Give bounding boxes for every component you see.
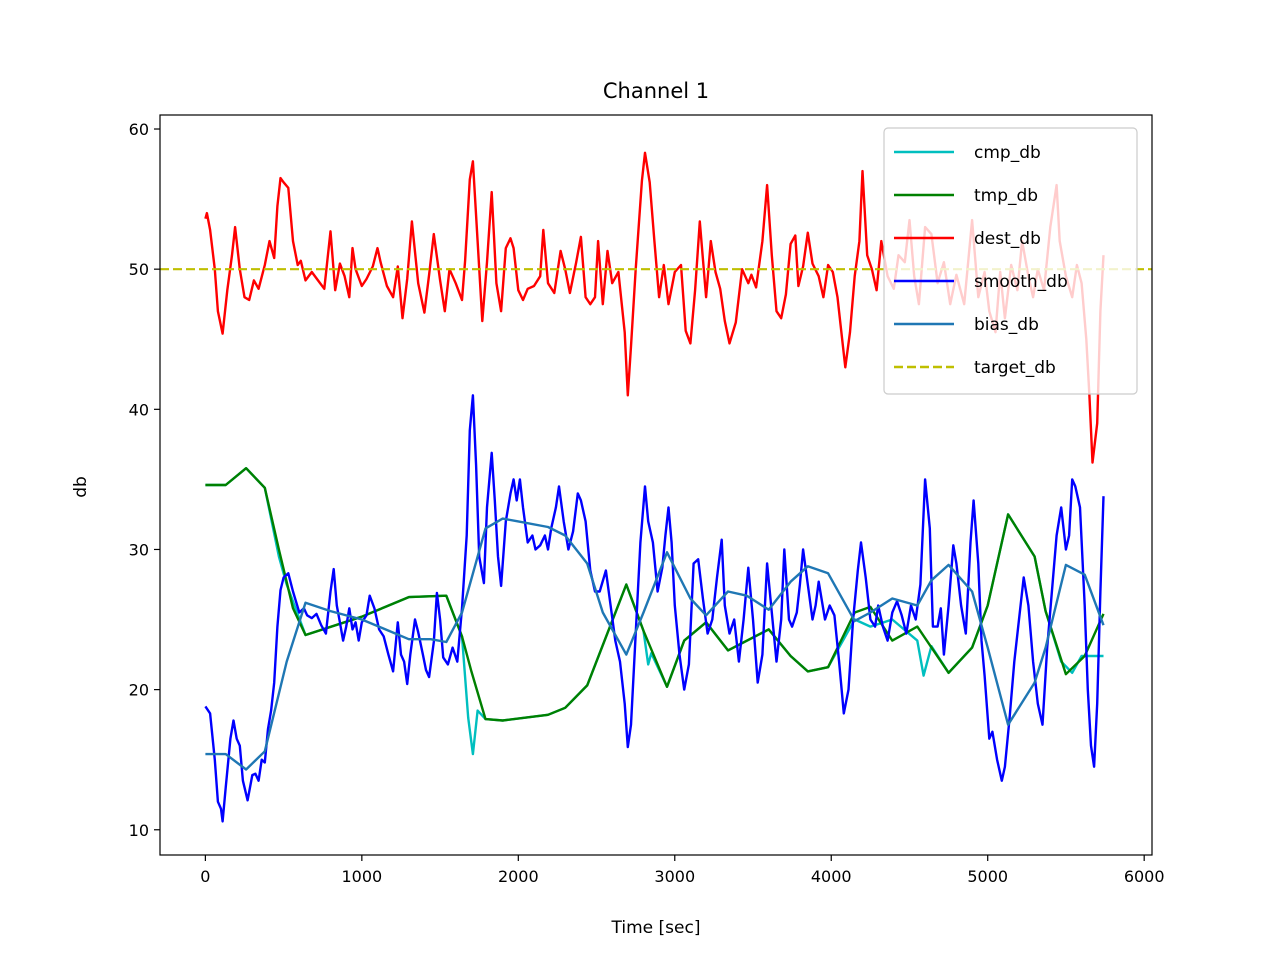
y-tick-label: 50 [129, 260, 149, 279]
legend-label: tmp_db [974, 186, 1038, 206]
chart-title: Channel 1 [603, 79, 709, 103]
y-tick-label: 60 [129, 120, 149, 139]
y-axis-label: db [71, 476, 91, 498]
y-tick-label: 30 [129, 540, 149, 559]
y-tick-label: 10 [129, 821, 149, 840]
x-tick-label: 0 [200, 867, 210, 886]
x-tick-label: 2000 [498, 867, 539, 886]
legend-label: bias_db [974, 315, 1039, 335]
ticks-layer: 0 1000 2000 3000 4000 5000 6000 10 20 30 40 50 60 [129, 120, 1165, 886]
legend: cmp_db tmp_db dest_db smooth_db bias_dbtarge… [883, 127, 1138, 395]
legend-box [883, 127, 1138, 395]
y-tick-label: 40 [129, 400, 149, 419]
legend-label: cmp_db [974, 143, 1041, 163]
x-tick-label: 1000 [341, 867, 382, 886]
legend-label: dest_db [974, 229, 1041, 249]
x-tick-label: 6000 [1124, 867, 1165, 886]
x-tick-label: 3000 [654, 867, 695, 886]
legend-label: smooth_db [974, 272, 1068, 292]
series-line-smooth-db [204, 394, 1105, 823]
y-tick-label: 20 [129, 681, 149, 700]
x-tick-label: 4000 [811, 867, 852, 886]
x-tick-label: 5000 [967, 867, 1008, 886]
x-axis-label: Time [sec] [611, 918, 701, 938]
plot-frame [159, 114, 1153, 856]
series-line-bias-db [205, 517, 1105, 771]
legend-label: target_db [974, 358, 1056, 378]
